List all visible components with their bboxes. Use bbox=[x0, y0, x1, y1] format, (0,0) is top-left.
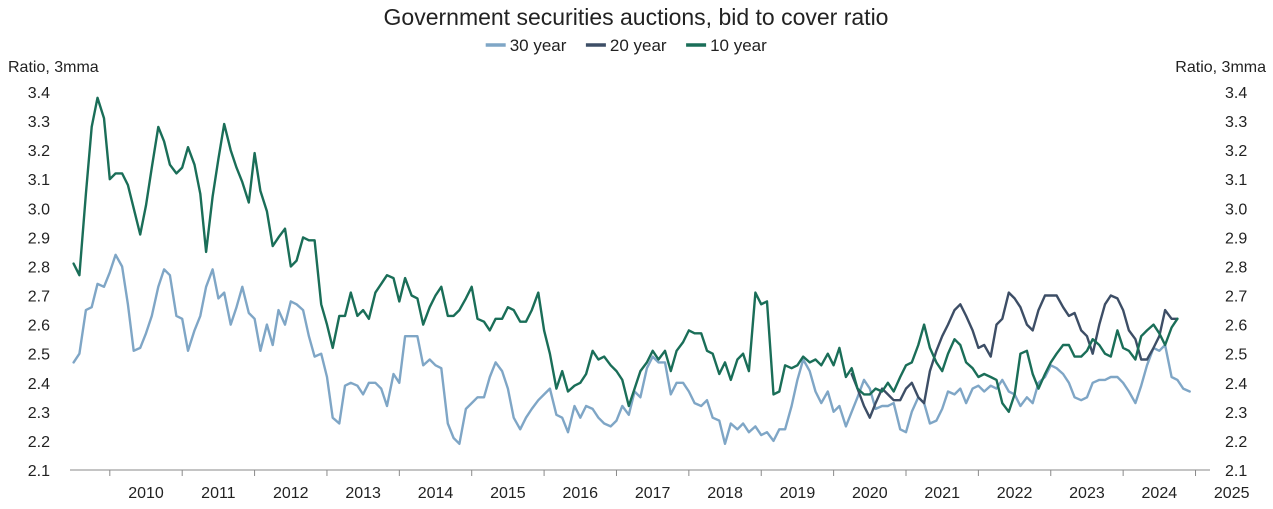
x-tick-label: 2025 bbox=[1214, 485, 1250, 502]
y-tick-label-left: 2.2 bbox=[28, 434, 50, 451]
y-tick-label-right: 2.1 bbox=[1225, 463, 1247, 480]
y-tick-label-right: 3.4 bbox=[1225, 85, 1247, 102]
y-tick-label-right: 2.9 bbox=[1225, 230, 1247, 247]
series-layer bbox=[72, 96, 1191, 445]
y-tick-label-right: 3.2 bbox=[1225, 143, 1247, 160]
y-tick-label-left: 2.9 bbox=[28, 230, 50, 247]
y-tick-label-left: 2.5 bbox=[28, 347, 50, 364]
y-tick-label-left: 2.6 bbox=[28, 318, 50, 335]
y-tick-label-left: 2.7 bbox=[28, 289, 50, 306]
legend: 30 year 20 year 10 year bbox=[485, 36, 767, 55]
x-tick-label: 2019 bbox=[780, 485, 816, 502]
x-tick-label: 2021 bbox=[924, 485, 960, 502]
x-tick-label: 2018 bbox=[707, 485, 743, 502]
y-tick-label-right: 3.1 bbox=[1225, 172, 1247, 189]
x-tick-label: 2010 bbox=[128, 485, 164, 502]
y-tick-label-right: 3.0 bbox=[1225, 201, 1247, 218]
chart-title: Government securities auctions, bid to c… bbox=[384, 4, 889, 30]
x-tick-label: 2014 bbox=[418, 485, 454, 502]
y-tick-label-left: 2.4 bbox=[28, 376, 50, 393]
x-tick-label: 2016 bbox=[562, 485, 598, 502]
legend-label-30-year: 30 year bbox=[510, 36, 567, 55]
x-tick-label: 2023 bbox=[1069, 485, 1105, 502]
x-tick-label: 2022 bbox=[997, 485, 1033, 502]
y-tick-label-left: 3.0 bbox=[28, 201, 50, 218]
series-line-10-year bbox=[72, 96, 1179, 413]
y-tick-label-right: 2.2 bbox=[1225, 434, 1247, 451]
y-tick-label-right: 2.4 bbox=[1225, 376, 1247, 393]
y-axis-left: 2.1 2.2 2.3 2.4 2.5 2.6 2.7 2.8 2.9 3.0 3.1 3.2 3.3 3… bbox=[28, 85, 50, 480]
x-tick-label: 2020 bbox=[852, 485, 888, 502]
y-tick-label-left: 2.8 bbox=[28, 259, 50, 276]
y-tick-label-left: 3.1 bbox=[28, 172, 50, 189]
x-tick-label: 2015 bbox=[490, 485, 526, 502]
y-tick-label-right: 2.5 bbox=[1225, 347, 1247, 364]
y-tick-label-right: 2.6 bbox=[1225, 318, 1247, 335]
y-axis-right: 2.1 2.2 2.3 2.4 2.5 2.6 2.7 2.8 2.9 3.0 3.1 3.2 3.3 3… bbox=[1225, 85, 1247, 480]
series-line-30-year bbox=[72, 253, 1191, 445]
y-axis-label-left: Ratio, 3mma bbox=[8, 59, 99, 76]
y-tick-label-right: 2.7 bbox=[1225, 289, 1247, 306]
y-tick-label-right: 2.3 bbox=[1225, 405, 1247, 422]
x-tick-label: 2024 bbox=[1142, 485, 1178, 502]
y-tick-label-right: 2.8 bbox=[1225, 259, 1247, 276]
x-tick-label: 2011 bbox=[201, 485, 236, 502]
y-tick-label-left: 2.1 bbox=[28, 463, 50, 480]
y-axis-label-right: Ratio, 3mma bbox=[1175, 59, 1266, 76]
y-tick-label-left: 3.3 bbox=[28, 114, 50, 131]
y-tick-label-right: 3.3 bbox=[1225, 114, 1247, 131]
x-axis: 2010 2011 2012 2013 2014 2015 2016 2017 2018 2019… bbox=[109, 470, 1250, 502]
legend-label-20-year: 20 year bbox=[610, 36, 667, 55]
x-tick-label: 2012 bbox=[273, 485, 309, 502]
legend-label-10-year: 10 year bbox=[710, 36, 767, 55]
x-tick-label: 2013 bbox=[345, 485, 381, 502]
y-tick-label-left: 2.3 bbox=[28, 405, 50, 422]
y-tick-label-left: 3.2 bbox=[28, 143, 50, 160]
series-line-20-year bbox=[850, 291, 1179, 419]
y-tick-label-left: 3.4 bbox=[28, 85, 50, 102]
x-tick-label: 2017 bbox=[635, 485, 671, 502]
